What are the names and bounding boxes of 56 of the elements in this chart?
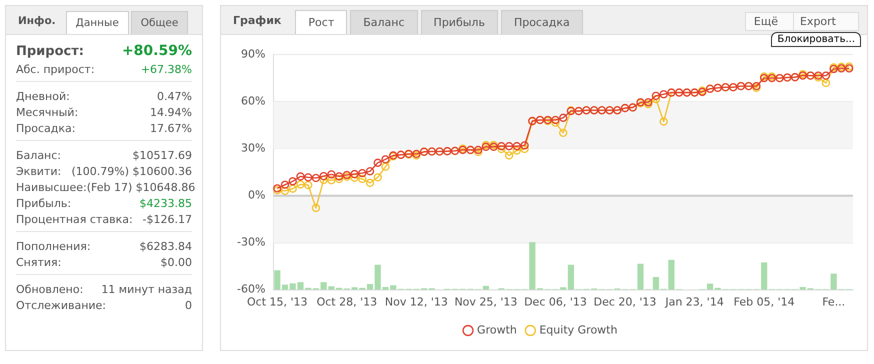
x-tick-label: Oct 15, '13 — [247, 295, 308, 308]
x-tick-label: Jan 23, '14 — [664, 295, 724, 308]
y-tick-label: 90% — [240, 47, 266, 60]
x-tick-label: Feb 05, '14 — [734, 295, 795, 308]
text: Отслеживание: — [16, 298, 106, 312]
text: Инфо. — [17, 15, 57, 29]
text: Прирост: — [16, 44, 84, 58]
y-tick-label: 30% — [240, 142, 266, 155]
x-tick-label: Oct 28, '13 — [316, 295, 378, 308]
text: Данные — [66, 11, 129, 34]
x-tick-label: Nov 25, '13 — [454, 295, 518, 308]
text: Рост — [295, 10, 348, 34]
text: 11 минут назад — [101, 282, 192, 296]
text: Обновлено: — [16, 282, 84, 296]
text: +80.59% — [122, 43, 192, 59]
x-tick-label: Dec 06, '13 — [524, 295, 587, 308]
text: -$126.17 — [142, 212, 192, 226]
y-tick-label: 0% — [248, 188, 266, 202]
text: 0.47% — [157, 90, 192, 102]
x-tick-label: Nov 12, '13 — [384, 295, 448, 308]
text: Месячный: — [16, 106, 78, 118]
text: $0.00 — [160, 256, 192, 268]
chart-title: График — [232, 14, 282, 29]
text: 14.94% — [150, 106, 192, 118]
legend-label: Growth — [477, 323, 517, 336]
text: Баланс: — [16, 148, 62, 162]
text: Абс. прирост: — [16, 62, 95, 76]
text: 0 — [185, 298, 192, 312]
text: Export — [792, 12, 859, 31]
text: Прибыль — [420, 10, 498, 34]
text: Процентная ставка: — [16, 212, 133, 226]
y-tick-label: -60% — [236, 282, 266, 296]
text: +67.38% — [140, 62, 192, 76]
text: $4233.85 — [140, 196, 192, 210]
text: Снятия: — [16, 256, 62, 268]
x-tick-label: Dec 20, '13 — [594, 295, 656, 308]
text: Блокировать... — [771, 32, 861, 47]
text: $6283.84 — [140, 240, 192, 252]
text: Дневной: — [16, 90, 70, 102]
legend-label: Equity Growth — [539, 323, 618, 336]
text: Эквити: — [16, 164, 62, 178]
y-tick-label: 60% — [240, 94, 266, 108]
text: Просадка — [500, 10, 583, 34]
text: (Feb 17) $10648.86 — [86, 180, 196, 194]
x-tick-label: Fe... — [822, 295, 846, 308]
text: Общее — [130, 11, 188, 34]
text: 17.67% — [150, 122, 192, 134]
text: Наивысшее: — [16, 180, 87, 194]
y-tick-label: -30% — [236, 236, 266, 249]
text: Прибыль: — [16, 196, 72, 210]
text: (100.79%) $10600.36 — [71, 164, 192, 178]
text: Ещё — [744, 12, 801, 31]
text: $10517.69 — [132, 148, 192, 162]
text: Пополнения: — [16, 240, 91, 252]
text: Баланс — [350, 10, 418, 34]
text: Просадка: — [16, 122, 76, 134]
